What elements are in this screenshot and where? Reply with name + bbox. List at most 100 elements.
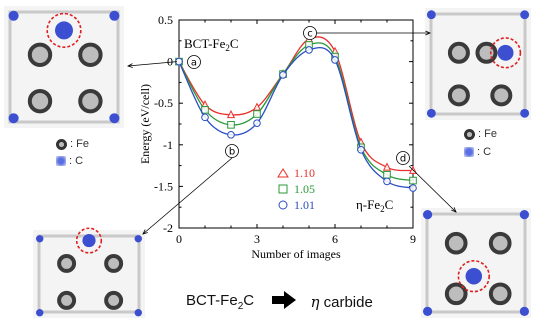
data-point-circle [305,46,313,54]
c-atom-icon [56,156,66,167]
data-point-square [383,170,391,179]
inset-a [4,6,124,128]
inset-b [33,227,145,318]
callout-arrowhead [142,229,148,235]
unit-cell-frame [425,212,527,314]
fe-atom [104,253,124,273]
c-atom-icon [464,147,474,158]
y-tick-label: 0.5 [158,13,173,27]
c-atom [134,235,142,243]
y-tick-label: 0 [167,55,173,69]
x-tick-label: 3 [254,232,260,246]
fe-atom [488,282,512,306]
x-axis-title: Number of images [251,247,341,261]
data-point-square [227,121,235,129]
fe-atom [488,231,512,255]
c-atom [36,309,44,317]
callout-arrowhead [126,63,133,68]
x-tick-label: 0 [176,232,182,246]
data-point-triangle [226,109,236,119]
eta-carbide-caption: η carbide [310,293,373,311]
fe-atom [447,84,470,107]
legend-label: 1.05 [294,182,315,196]
c-atom [109,10,120,21]
highlight-circle [46,12,82,48]
c-caption-text: : C [477,146,492,158]
fe-atom [78,42,103,67]
state-marker-label: c [307,29,313,40]
state-marker-circle [225,144,239,158]
callout-line [142,157,233,235]
data-point-triangle [382,162,392,171]
bct-caption: BCT-Fe2C [186,292,255,312]
state-marker-circle [396,151,410,165]
highlight-circle [75,227,103,254]
state-marker-circle [187,55,201,69]
state-marker-label: a [191,58,197,69]
legend-c-caption-left: : C [56,155,83,167]
data-point-circle [357,145,365,154]
y-tick-label: -1 [163,138,173,152]
data-point-square [409,176,417,185]
c-atom [497,44,514,61]
legend-marker-square [278,184,288,194]
c-atom [426,10,436,20]
fe-atom [57,290,77,310]
callout-arrowhead [451,207,457,213]
c-atom [520,108,530,118]
state-marker-circle [303,26,317,40]
data-point-circle [201,113,209,122]
series-line-1.01 [178,46,414,189]
legend-marker-circle [278,200,288,210]
legend-fe-caption-right: : Fe [464,128,497,140]
right-arrow-icon [272,291,297,313]
c-atom [82,233,96,248]
legend-c-caption-right: : C [464,146,491,158]
callout-arrowhead [425,30,432,36]
y-tick-label: -1.5 [154,179,173,193]
fe-atom [57,253,77,273]
x-tick-label: 9 [410,232,416,246]
data-point-square [253,110,261,118]
data-point-circle [253,119,261,127]
c-atom [55,21,73,40]
inset-d [421,208,531,318]
fe-atom [444,282,468,306]
c-atom [465,267,483,285]
data-point-circle [409,184,417,192]
transition-caption: BCT-Fe2C η carbide [186,291,373,313]
inset-background [425,8,531,120]
c-atom [520,10,530,20]
y-tick-label: -0.5 [154,96,173,110]
legend-label: 1.01 [294,198,315,212]
series-line-1.05 [178,42,414,182]
fe-caption-text: : Fe [478,128,497,140]
fe-atom-icon [464,128,475,140]
c-atom [519,209,530,220]
fe-atom [104,290,124,310]
legend-marker-triangle [277,168,289,178]
fe-atom [27,42,53,67]
c-caption-text: : C [69,155,84,167]
c-atom [422,209,433,220]
fe-atom [490,84,513,107]
legend-label: 1.10 [294,166,315,180]
fe-atom [444,231,468,255]
data-point-circle [279,71,287,79]
highlight-circle [457,260,490,293]
legend-fe-caption-left: : Fe [56,138,89,150]
fe-atom [78,88,103,114]
data-point-square [201,106,209,114]
unit-cell-frame [8,10,120,124]
fe-atom [475,41,498,64]
c-atom [422,306,433,317]
y-tick-label: -2 [163,221,173,235]
c-atom [8,10,19,21]
c-atom [519,306,530,317]
fe-atom [447,41,470,64]
end-structure-label: η-Fe2C [356,197,393,214]
callout-line [127,61,178,67]
fe-atom-icon [56,138,67,150]
fe-caption-text: : Fe [70,138,89,150]
